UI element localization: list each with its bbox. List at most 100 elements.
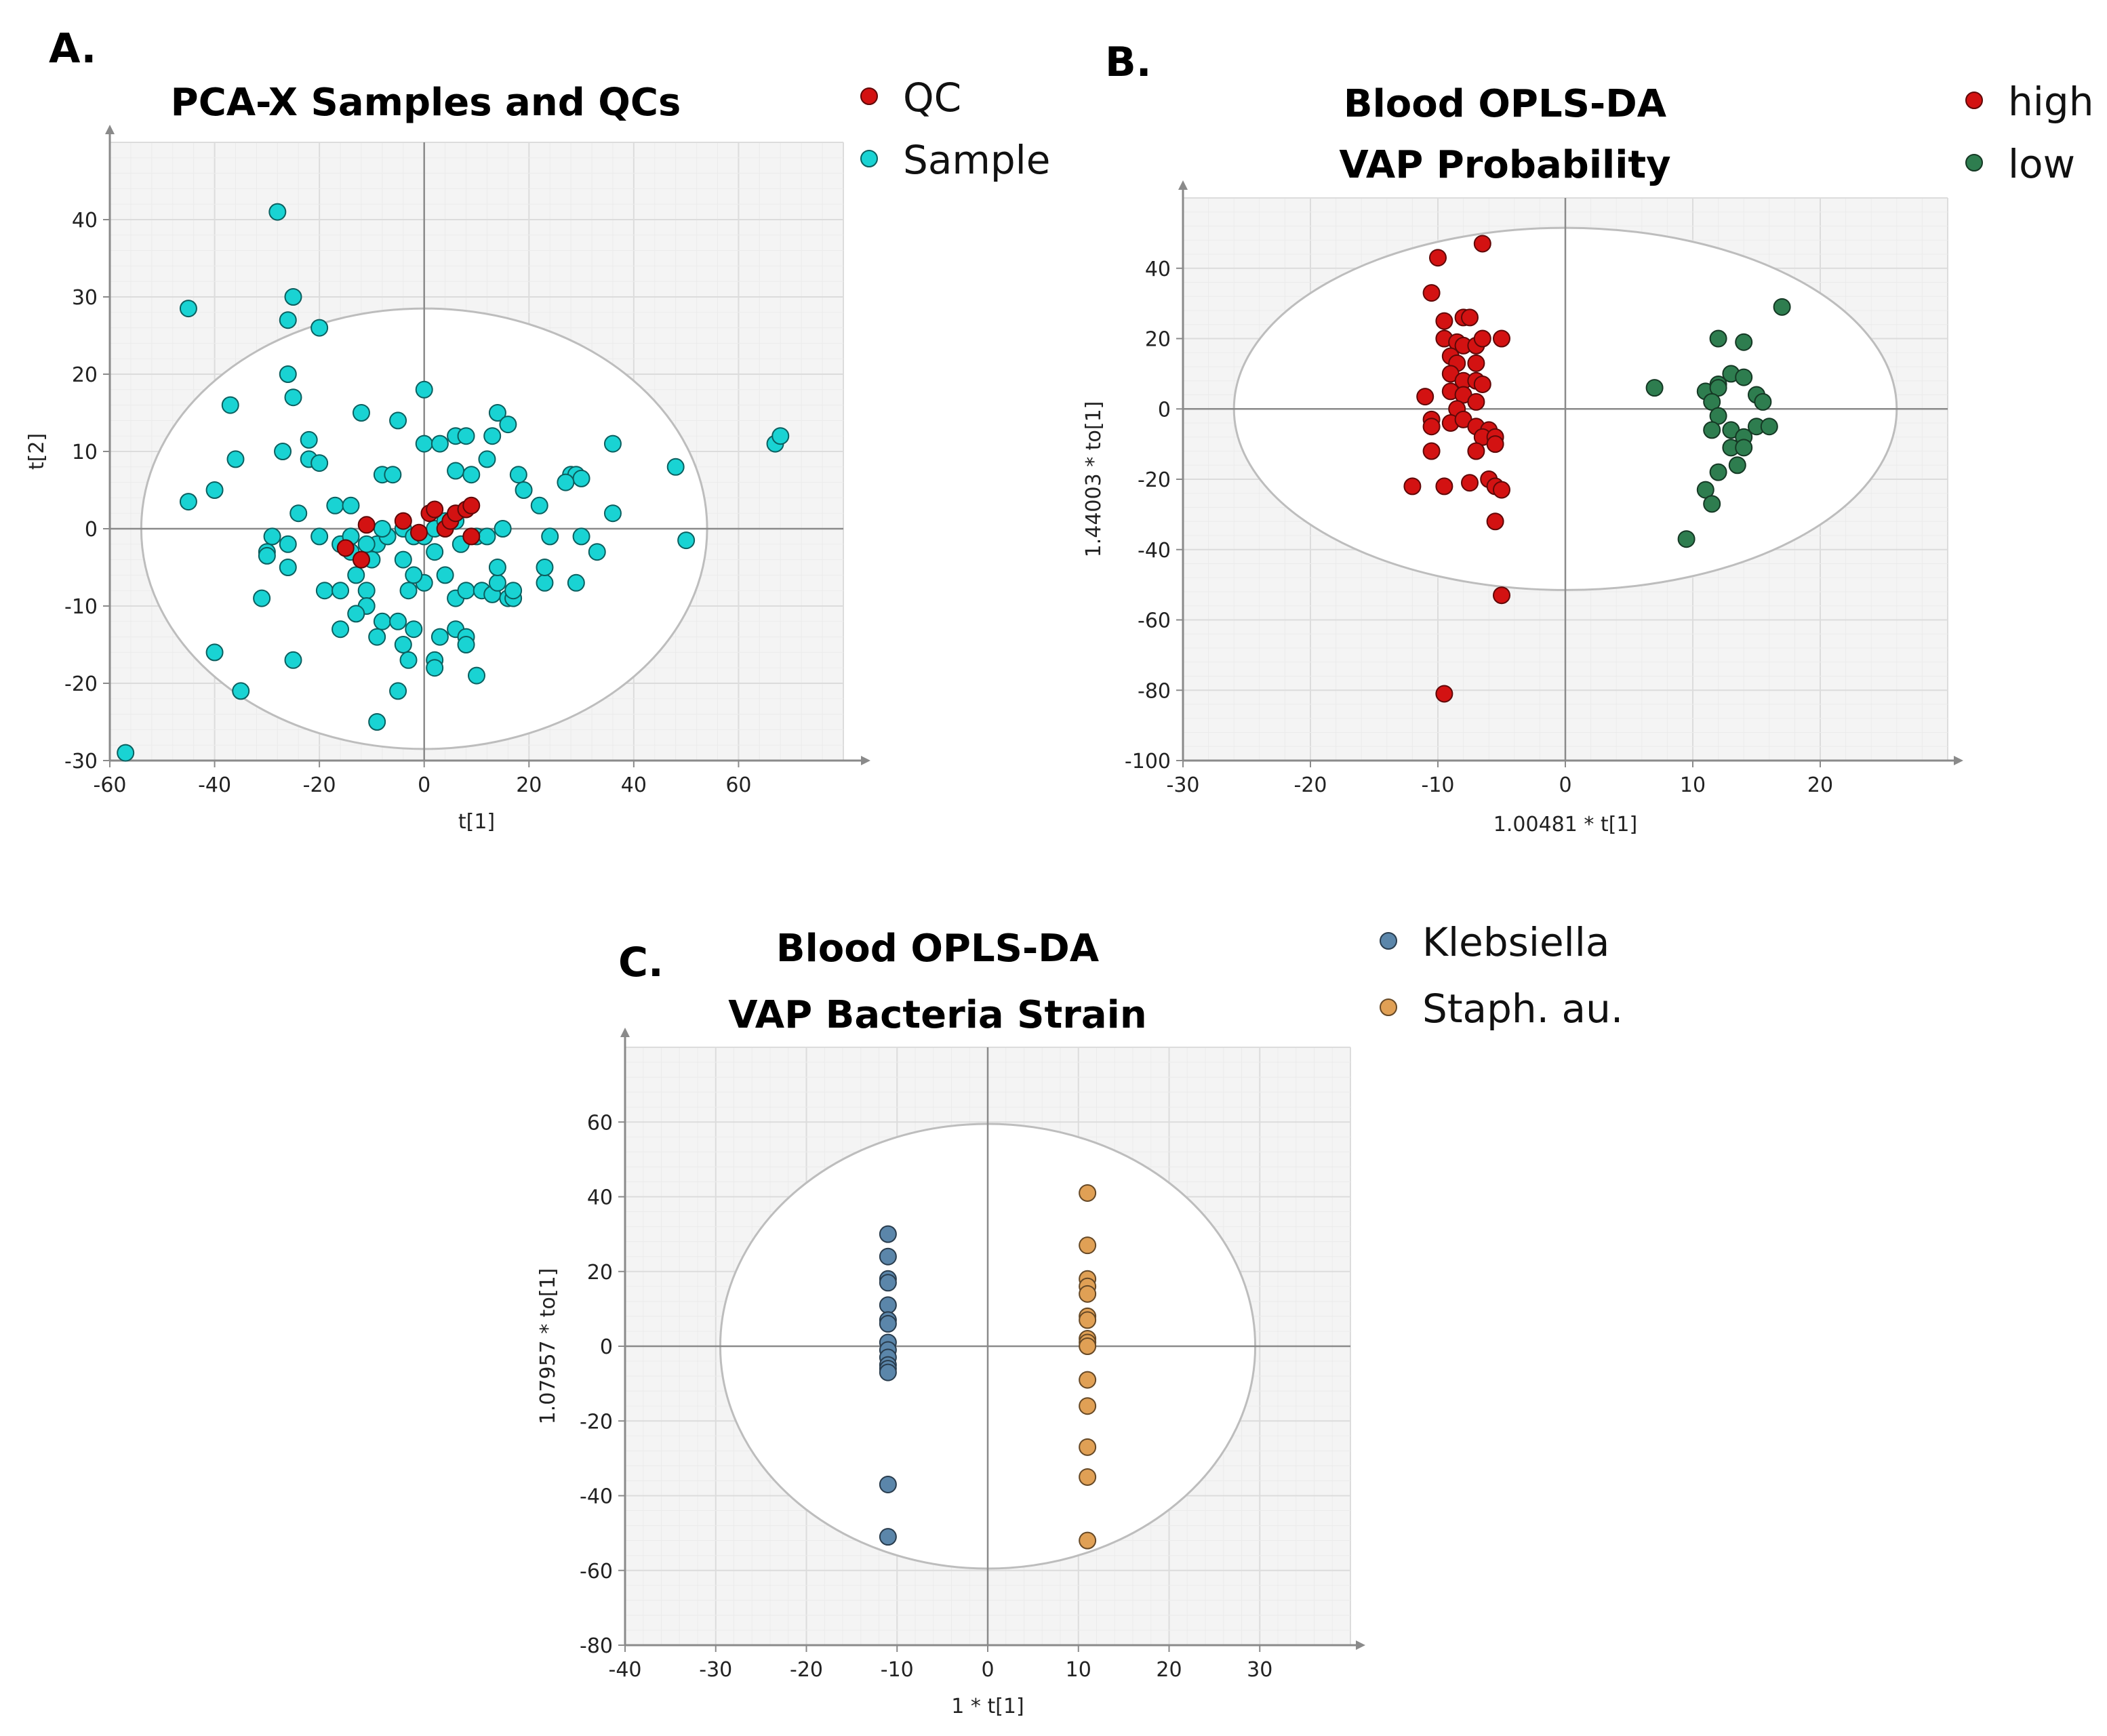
data-point xyxy=(1079,1285,1097,1303)
y-axis-title: 1.44003 * to[1] xyxy=(1082,401,1106,558)
chart-panel-c: C. Blood OPLS-DA VAP Bacteria Strain -40 -30… xyxy=(536,919,1623,1718)
data-point xyxy=(279,311,297,329)
y-tick-label: -20 xyxy=(580,1410,613,1434)
x-tick-label: -40 xyxy=(609,1658,642,1682)
data-point xyxy=(1486,512,1504,531)
data-point xyxy=(352,404,370,422)
data-point xyxy=(357,582,376,600)
x-tick-label: -20 xyxy=(303,773,336,797)
data-point xyxy=(310,527,329,546)
legend-marker xyxy=(860,150,878,167)
x-tick-label: 0 xyxy=(981,1658,994,1682)
data-point xyxy=(268,203,287,221)
data-point xyxy=(426,659,444,677)
x-tick-label: 60 xyxy=(725,773,751,797)
data-point xyxy=(342,496,360,514)
data-point xyxy=(1773,298,1791,316)
data-point xyxy=(373,520,391,538)
data-point xyxy=(1486,435,1504,453)
data-point xyxy=(1429,249,1447,267)
x-axis-arrow xyxy=(1356,1640,1365,1650)
data-point xyxy=(1735,333,1753,351)
series-high xyxy=(1403,235,1510,703)
data-point xyxy=(1645,379,1664,397)
legend-marker xyxy=(1965,92,1983,109)
data-point xyxy=(1403,477,1422,496)
data-point xyxy=(468,666,485,685)
data-point xyxy=(205,643,224,662)
data-point xyxy=(879,1475,897,1493)
data-point xyxy=(1735,368,1753,386)
data-point xyxy=(588,543,606,561)
data-point xyxy=(572,527,590,546)
legend: high low xyxy=(1965,79,2093,187)
data-point xyxy=(1079,1236,1097,1255)
data-point xyxy=(557,473,575,491)
data-point xyxy=(1461,474,1479,492)
data-point xyxy=(879,1363,897,1381)
data-point xyxy=(226,450,245,468)
data-point xyxy=(879,1225,897,1243)
x-tick-label: 20 xyxy=(1807,773,1833,797)
panel-label: B. xyxy=(1105,39,1152,86)
x-axis-title: 1.00481 * t[1] xyxy=(1493,813,1637,836)
data-point xyxy=(1754,392,1772,411)
series-klebsiella xyxy=(879,1225,897,1546)
data-point xyxy=(315,582,334,600)
data-point xyxy=(603,504,622,523)
data-point xyxy=(284,651,302,669)
x-tick-label: -30 xyxy=(699,1658,732,1682)
panel-label: C. xyxy=(618,939,664,986)
panel-label: A. xyxy=(49,25,96,73)
data-point xyxy=(462,527,481,546)
x-tick-label: -10 xyxy=(1422,773,1455,797)
data-point xyxy=(415,435,433,453)
y-axis-arrow xyxy=(105,125,115,134)
data-point xyxy=(478,450,496,468)
legend-label: Sample xyxy=(903,137,1050,183)
data-point xyxy=(357,516,376,534)
data-point xyxy=(352,550,370,569)
x-tick-label: -20 xyxy=(790,1658,823,1682)
legend: QC Sample xyxy=(860,75,1050,183)
data-point xyxy=(389,682,407,700)
data-point xyxy=(347,605,365,623)
data-point xyxy=(347,566,365,584)
data-point xyxy=(1735,439,1753,457)
legend-marker xyxy=(860,87,878,105)
data-point xyxy=(232,682,250,700)
data-point xyxy=(504,582,523,600)
data-point xyxy=(179,300,197,318)
data-point xyxy=(279,535,297,553)
y-tick-label: -30 xyxy=(64,750,98,773)
data-point xyxy=(368,628,386,646)
series-low xyxy=(1645,298,1791,548)
legend: Klebsiella Staph. au. xyxy=(1380,919,1623,1032)
data-point xyxy=(405,566,423,584)
legend-marker xyxy=(1380,932,1397,950)
y-tick-label: 0 xyxy=(1158,398,1171,422)
data-point xyxy=(494,520,512,538)
data-point xyxy=(1473,375,1491,393)
data-point xyxy=(289,504,308,523)
chart-title-line: VAP Bacteria Strain xyxy=(728,993,1147,1037)
y-tick-label: -80 xyxy=(580,1634,613,1658)
data-point xyxy=(499,416,517,434)
data-point xyxy=(405,620,423,639)
data-point xyxy=(1079,1531,1097,1550)
x-tick-label: 40 xyxy=(621,773,647,797)
y-tick-label: 20 xyxy=(1145,328,1171,352)
data-point xyxy=(1703,421,1721,439)
data-point xyxy=(1422,284,1441,302)
data-point xyxy=(357,535,376,553)
data-point xyxy=(1422,442,1441,460)
panels-container: A.PCA-X Samples and QCs-60 -40 -20 0 20 40 60-… xyxy=(25,25,2093,1718)
legend-marker xyxy=(1380,998,1397,1016)
y-tick-label: -20 xyxy=(1138,468,1171,492)
y-axis-title: 1.07957 * to[1] xyxy=(536,1268,560,1425)
data-point xyxy=(1435,477,1453,496)
data-point xyxy=(221,396,239,414)
data-point xyxy=(462,466,481,484)
data-point xyxy=(430,628,449,646)
x-tick-label: -20 xyxy=(1294,773,1327,797)
